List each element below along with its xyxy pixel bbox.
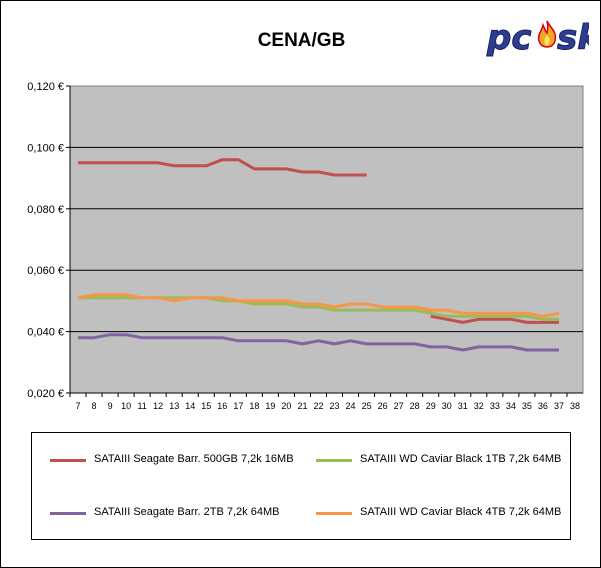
x-tick-label: 19 [265,401,275,411]
line-chart: 0,020 € 0,040 € 0,060 € 0,080 € 0,100 € 0,120… [27,81,584,411]
x-tick-label: 28 [410,401,420,411]
x-tick-label: 18 [249,401,259,411]
legend-label-wd-4tb: SATAIII WD Caviar Black 4TB 7,2k 64MB [360,506,562,518]
x-tick-label: 23 [330,401,340,411]
x-tick-label: 16 [217,401,227,411]
x-tick-label: 24 [346,401,356,411]
x-tick-label: 30 [442,401,452,411]
x-tick-label: 7 [76,401,81,411]
legend-label-seagate-500gb: SATAIII Seagate Barr. 500GB 7,2k 16MB [94,453,294,465]
x-tick-label: 32 [474,401,484,411]
chart-title: CENA/GB [257,30,346,51]
legend-swatch-wd-1tb [316,459,352,462]
legend: SATAIII Seagate Barr. 500GB 7,2k 16MB SA… [31,432,571,540]
y-tick-label: 0,120 € [27,81,64,93]
x-tick-label: 26 [378,401,388,411]
x-tick-label: 33 [490,401,500,411]
x-tick-label: 29 [426,401,436,411]
x-tick-label: 9 [108,401,113,411]
series-line-0 [78,158,367,177]
x-tick-label: 37 [554,401,564,411]
y-tick-label: 0,060 € [27,265,64,277]
y-tick-label: 0,020 € [27,388,64,400]
x-tick-label: 22 [313,401,323,411]
x-tick-label: 20 [281,401,291,411]
x-tick-label: 34 [506,401,516,411]
x-tick-label: 35 [522,401,532,411]
legend-swatch-seagate-2tb [50,512,86,515]
y-tick-label: 0,100 € [27,142,64,154]
series-line-3 [77,293,560,318]
x-tick-label: 14 [185,401,195,411]
series-line-2 [78,333,559,352]
x-tick-label: 12 [153,401,163,411]
x-tick-label: 8 [92,401,97,411]
x-tick-label: 36 [538,401,548,411]
x-tick-label: 25 [362,401,372,411]
legend-label-seagate-2tb: SATAIII Seagate Barr. 2TB 7,2k 64MB [94,506,280,518]
x-tick-label: 13 [169,401,179,411]
series-line-0 [430,314,559,324]
x-tick-label: 27 [394,401,404,411]
legend-label-wd-1tb: SATAIII WD Caviar Black 1TB 7,2k 64MB [360,453,562,465]
x-tick-label: 17 [233,401,243,411]
x-tick-label: 31 [458,401,468,411]
y-tick-label: 0,080 € [27,204,64,216]
legend-swatch-seagate-500gb [50,459,86,462]
x-tick-label: 11 [137,401,146,411]
x-tick-label: 21 [297,401,307,411]
svg-text:pc: pc [486,18,532,57]
legend-swatch-wd-4tb [316,512,352,515]
x-tick-label: 38 [570,401,580,411]
y-tick-label: 0,040 € [27,327,64,339]
x-tick-label: 10 [121,401,131,411]
x-tick-label: 15 [201,401,211,411]
